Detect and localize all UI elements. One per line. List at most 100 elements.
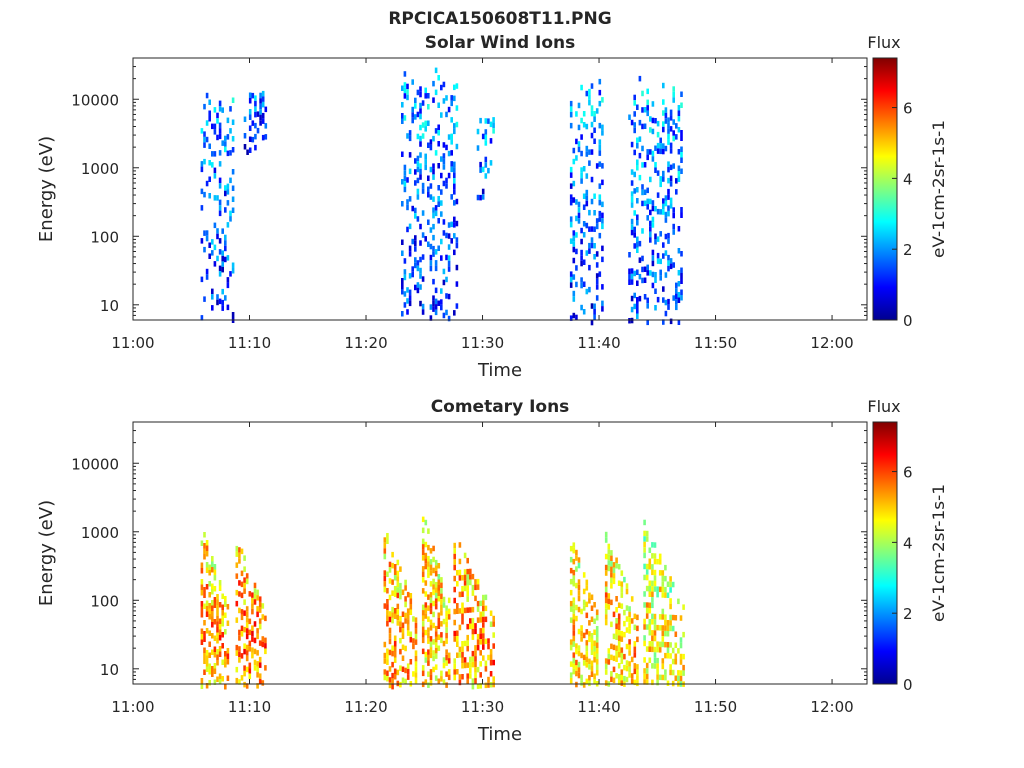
spectrogram-cell	[575, 648, 578, 655]
spectrogram-cell	[408, 300, 412, 307]
spectrogram-cell	[572, 246, 576, 253]
spectrogram-cell	[677, 598, 680, 605]
spectrogram-cell	[481, 194, 485, 200]
spectrogram-cell	[593, 210, 596, 216]
spectrogram-cell	[610, 555, 613, 562]
spectrogram-cell	[447, 244, 451, 250]
spectrogram-cell	[205, 666, 209, 672]
spectrogram-cell	[677, 149, 681, 155]
spectrogram-cell	[590, 660, 594, 666]
spectrogram-cell	[604, 669, 608, 675]
spectrogram-cell	[595, 670, 599, 676]
spectrogram-cell	[633, 679, 637, 686]
spectrogram-cell	[393, 641, 397, 647]
spectrogram-cell	[408, 168, 412, 175]
spectrogram-cell	[667, 260, 670, 266]
spectrogram-cell	[598, 122, 602, 129]
spectrogram-cell	[593, 679, 596, 685]
spectrogram-cell	[421, 577, 425, 583]
spectrogram-cell	[492, 117, 495, 123]
spectrogram-cell	[404, 579, 407, 586]
spectrogram-cell	[662, 297, 665, 303]
spectrogram-cell	[414, 246, 417, 252]
spectrogram-cell	[572, 668, 576, 675]
spectrogram-cell	[211, 616, 214, 622]
spectrogram-cell	[610, 643, 613, 650]
spectrogram-cell	[208, 680, 211, 686]
spectrogram-cell	[248, 98, 252, 104]
spectrogram-cell	[569, 672, 573, 678]
spectrogram-cell	[450, 139, 453, 145]
spectrogram-cell	[617, 602, 621, 608]
spectrogram-cell	[240, 592, 244, 599]
spectrogram-cell	[434, 603, 438, 610]
y-tick-label: 100	[90, 592, 119, 610]
spectrogram-cell	[205, 274, 209, 280]
spectrogram-cell	[437, 563, 441, 569]
spectrogram-cell	[643, 530, 646, 537]
spectrogram-cell	[203, 669, 206, 675]
spectrogram-cell	[388, 611, 392, 617]
cometary-x-label: Time	[477, 724, 522, 745]
spectrogram-cell	[482, 622, 485, 628]
spectrogram-cell	[429, 315, 433, 321]
spectrogram-cell	[383, 537, 387, 543]
spectrogram-cell	[651, 663, 654, 669]
spectrogram-cell	[401, 250, 404, 256]
spectrogram-cell	[434, 304, 438, 310]
spectrogram-cell	[243, 582, 246, 589]
spectrogram-cell	[401, 151, 404, 157]
spectrogram-cell	[664, 674, 667, 681]
spectrogram-cell	[453, 161, 456, 168]
solar-wind-title: Solar Wind Ions	[425, 33, 576, 53]
spectrogram-cell	[658, 647, 662, 653]
spectrogram-cell	[651, 282, 655, 289]
solar-wind-colorbar-gradient	[873, 58, 897, 320]
spectrogram-cell	[661, 570, 665, 576]
spectrogram-cell	[601, 201, 604, 208]
spectrogram-cell	[662, 110, 665, 116]
spectrogram-cell	[445, 276, 448, 283]
spectrogram-cell	[607, 604, 611, 610]
spectrogram-cell	[653, 575, 657, 581]
spectrogram-cell	[580, 178, 583, 184]
spectrogram-cell	[675, 134, 678, 140]
x-tick-label: 11:40	[577, 334, 620, 352]
spectrogram-cell	[200, 188, 204, 195]
spectrogram-cell	[643, 189, 647, 195]
spectrogram-cell	[476, 644, 480, 651]
spectrogram-cell	[226, 604, 230, 610]
spectrogram-cell	[208, 160, 211, 166]
spectrogram-cell	[419, 168, 422, 175]
spectrogram-cell	[569, 589, 573, 596]
spectrogram-cell	[633, 303, 636, 310]
spectrogram-cell	[656, 236, 660, 242]
spectrogram-cell	[471, 573, 475, 580]
spectrogram-cell	[258, 607, 262, 613]
spectrogram-cell	[226, 117, 230, 124]
spectrogram-cell	[256, 672, 259, 678]
spectrogram-cell	[437, 75, 440, 81]
spectrogram-cell	[429, 564, 433, 571]
spectrogram-cell	[211, 305, 214, 311]
spectrogram-cell	[633, 188, 636, 194]
spectrogram-cell	[659, 209, 662, 215]
spectrogram-cell	[656, 296, 660, 303]
spectrogram-cell	[469, 623, 472, 630]
spectrogram-cell	[595, 653, 599, 659]
spectrogram-cell	[633, 641, 637, 647]
spectrogram-cell	[396, 620, 400, 626]
spectrogram-cell	[651, 580, 654, 587]
spectrogram-cell	[383, 581, 387, 587]
spectrogram-cell	[572, 641, 576, 647]
spectrogram-cell	[598, 100, 602, 107]
spectrogram-cell	[610, 577, 613, 584]
spectrogram-cell	[476, 578, 480, 585]
spectrogram-cell	[414, 114, 417, 120]
spectrogram-cell	[243, 681, 246, 688]
spectrogram-cell	[440, 588, 443, 594]
spectrogram-cell	[408, 223, 412, 230]
spectrogram-cell	[218, 199, 222, 206]
spectrogram-cell	[610, 583, 613, 589]
spectrogram-cell	[469, 656, 472, 663]
